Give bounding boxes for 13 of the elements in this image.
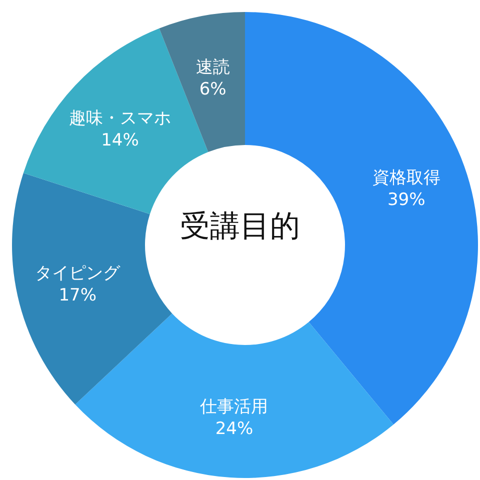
data-label: 17% (58, 285, 97, 306)
data-label: 39% (387, 190, 426, 210)
slice-label: タイピング (35, 263, 122, 284)
slice-label: 仕事活用 (199, 397, 268, 418)
data-label: 6% (199, 80, 226, 100)
slice-label: 速読 (196, 58, 230, 78)
slice-label: 資格取得 (372, 168, 440, 188)
donut-slice (12, 173, 172, 404)
data-label: 24% (215, 419, 254, 440)
text: 受講目的 (180, 209, 300, 244)
donut-slice (75, 313, 394, 478)
data-label: 14% (101, 130, 139, 151)
slice-label: 趣味・スマホ (68, 108, 171, 129)
